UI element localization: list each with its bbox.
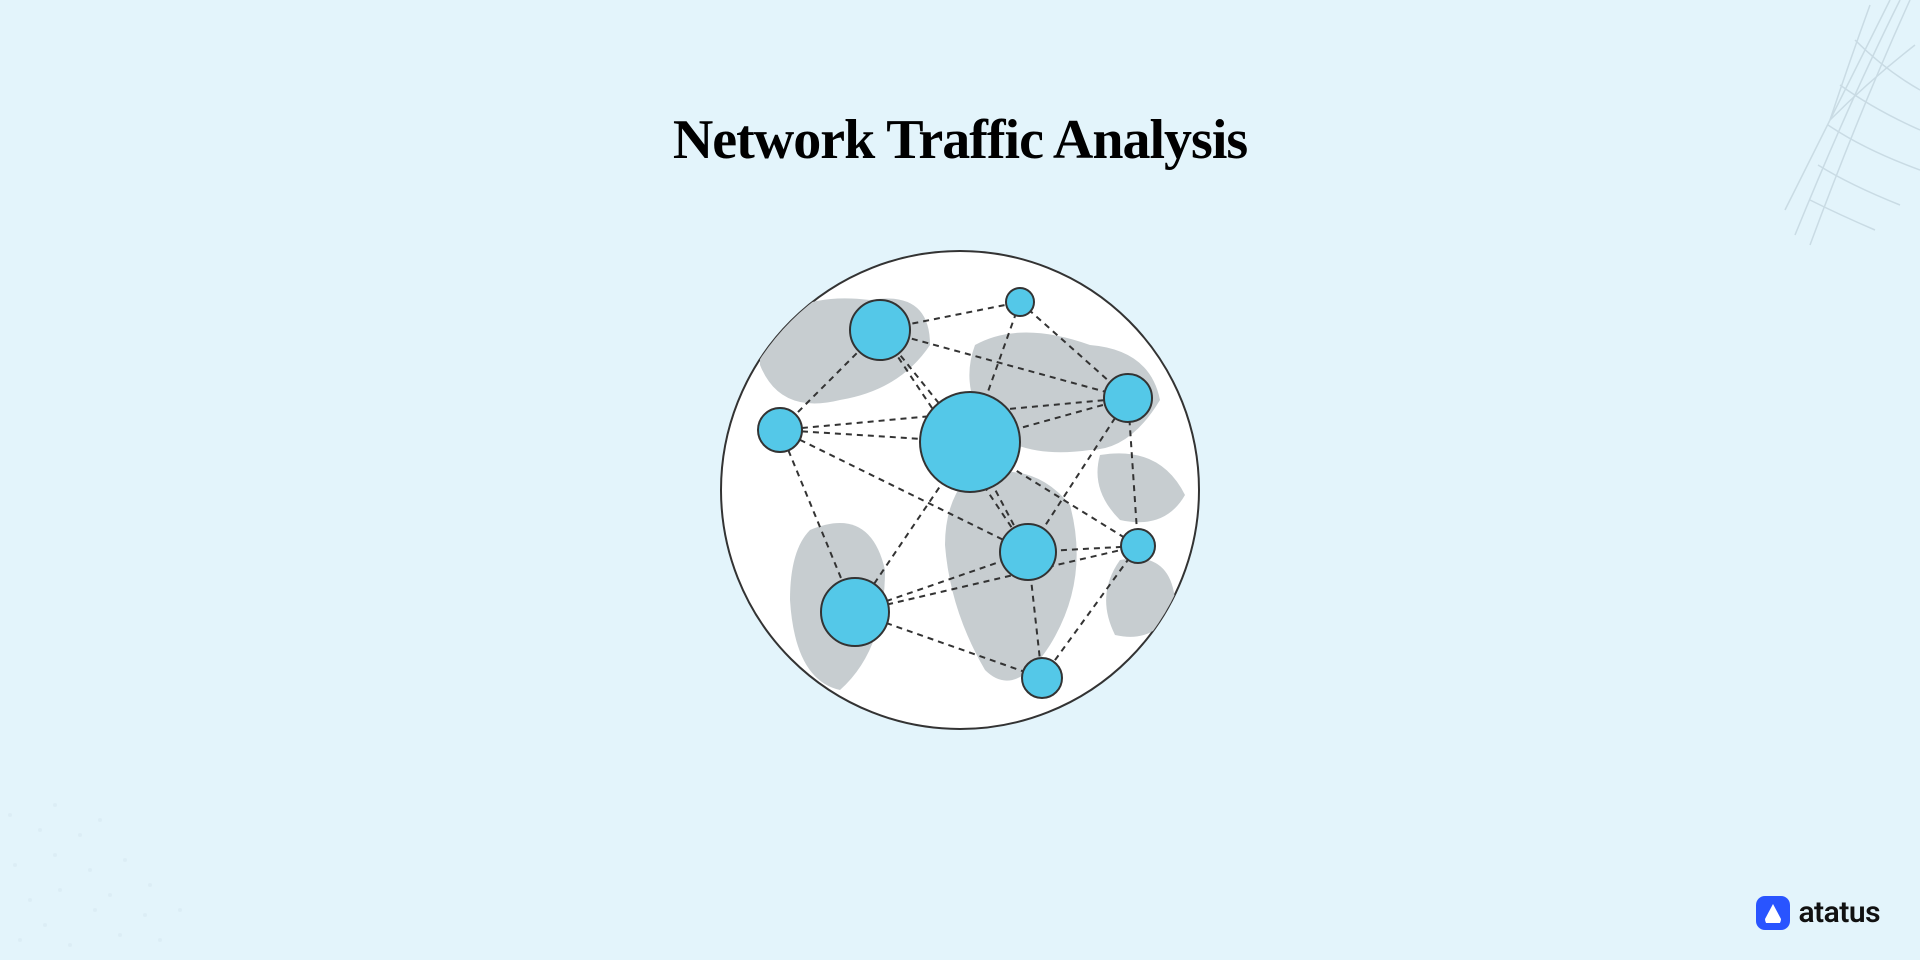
network-node bbox=[1121, 529, 1155, 563]
network-node bbox=[1000, 524, 1056, 580]
brand-name: atatus bbox=[1798, 895, 1880, 930]
globe-svg bbox=[720, 250, 1200, 730]
brand-logo-icon bbox=[1756, 896, 1790, 930]
texture-decoration-icon bbox=[0, 700, 260, 960]
brand: atatus bbox=[1756, 895, 1880, 930]
network-node bbox=[821, 578, 889, 646]
network-node bbox=[1104, 374, 1152, 422]
page-title: Network Traffic Analysis bbox=[0, 108, 1920, 172]
globe-diagram bbox=[720, 250, 1200, 730]
network-node bbox=[758, 408, 802, 452]
infographic-canvas: Network Traffic Analysis atatus bbox=[0, 0, 1920, 960]
network-node bbox=[1006, 288, 1034, 316]
network-node bbox=[1022, 658, 1062, 698]
network-node bbox=[920, 392, 1020, 492]
network-node bbox=[850, 300, 910, 360]
